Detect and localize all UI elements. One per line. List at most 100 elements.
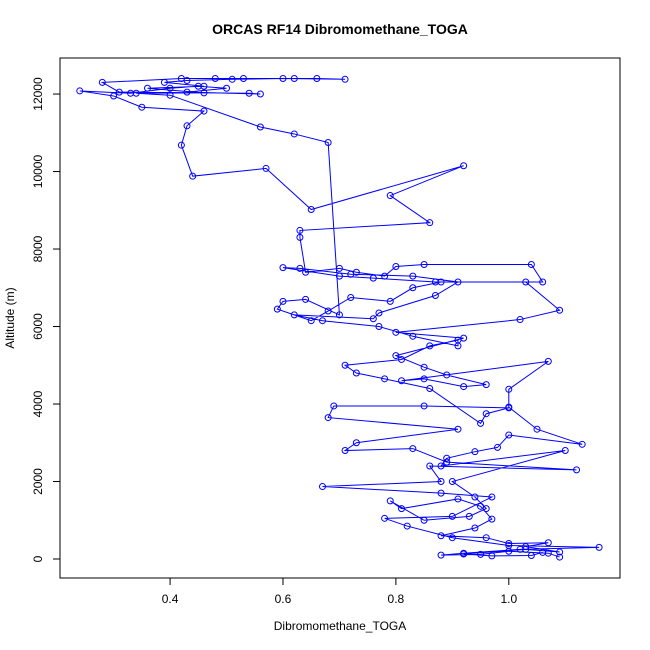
data-point <box>460 162 468 170</box>
data-point <box>115 88 123 96</box>
data-point <box>578 440 586 448</box>
data-point <box>245 89 253 97</box>
data-point <box>138 103 146 111</box>
data-point <box>200 82 208 90</box>
data-point <box>556 553 564 561</box>
data-point <box>556 306 564 314</box>
plot-frame <box>59 57 621 579</box>
data-point <box>522 543 530 551</box>
data-point <box>211 75 219 83</box>
data-point <box>324 307 332 315</box>
data-point <box>454 425 462 433</box>
data-point <box>76 87 84 95</box>
data-point <box>437 532 445 540</box>
data-point <box>160 78 168 86</box>
data-point <box>290 75 298 83</box>
data-point <box>302 268 310 276</box>
data-point <box>522 545 530 553</box>
data-point <box>341 447 349 455</box>
data-point <box>341 75 349 83</box>
data-point <box>505 541 513 549</box>
data-point <box>324 138 332 146</box>
data-point <box>335 272 343 280</box>
data-point <box>426 462 434 470</box>
data-point <box>482 505 490 513</box>
data-point <box>296 264 304 272</box>
data-point <box>352 268 360 276</box>
data-point <box>319 317 326 325</box>
data-point <box>352 439 360 447</box>
data-point <box>409 284 417 292</box>
data-point <box>279 297 287 305</box>
data-point <box>341 361 349 369</box>
data-point <box>539 278 547 286</box>
data-point <box>431 292 439 300</box>
y-tick-label: 6000 <box>31 313 45 340</box>
data-point <box>443 454 451 462</box>
data-point <box>505 385 513 393</box>
data-point <box>544 539 552 547</box>
x-axis-label: Dibromomethane_TOGA <box>274 619 407 633</box>
data-point <box>556 548 564 556</box>
data-point <box>477 550 485 558</box>
data-point <box>375 323 383 331</box>
data-point <box>200 107 208 115</box>
data-point <box>465 512 473 520</box>
data-point <box>398 377 406 385</box>
data-point <box>426 385 434 393</box>
y-tick-label: 0 <box>31 555 45 562</box>
data-point <box>482 534 490 542</box>
data-point <box>398 355 406 363</box>
data-point <box>437 278 445 286</box>
y-tick-label: 4000 <box>31 390 45 417</box>
data-point <box>256 90 264 98</box>
data-point <box>420 375 428 383</box>
series-line <box>79 78 600 558</box>
data-point <box>494 443 501 451</box>
data-point <box>375 309 383 317</box>
data-point <box>381 272 389 280</box>
data-point <box>533 425 541 433</box>
data-point <box>392 262 400 270</box>
data-point <box>482 410 490 418</box>
y-tick-label: 10000 <box>31 155 45 189</box>
data-point <box>488 515 496 523</box>
data-point <box>392 328 400 336</box>
data-point <box>454 278 462 286</box>
data-point <box>110 92 118 100</box>
data-point <box>482 381 490 389</box>
data-point <box>290 130 298 138</box>
data-point <box>177 141 185 149</box>
data-point <box>183 76 191 84</box>
data-point <box>347 293 355 301</box>
data-point <box>307 317 315 325</box>
data-point <box>381 514 389 522</box>
data-point <box>522 278 530 286</box>
x-tick-label: 0.4 <box>162 592 179 606</box>
data-point <box>273 305 281 313</box>
data-point <box>460 550 468 558</box>
data-point <box>302 295 310 303</box>
x-tick-label: 0.6 <box>275 592 292 606</box>
data-point <box>454 495 462 503</box>
data-point <box>290 311 298 319</box>
data-point <box>392 352 400 360</box>
data-point <box>223 84 231 92</box>
data-point <box>420 402 428 410</box>
data-point <box>539 548 547 556</box>
data-point <box>505 403 513 411</box>
data-point <box>488 552 496 560</box>
data-point <box>420 261 428 269</box>
y-tick-label: 8000 <box>31 235 45 262</box>
data-point <box>386 497 394 505</box>
data-point <box>369 315 377 323</box>
y-axis-label: Altitude (m) <box>3 287 17 348</box>
data-point <box>166 91 174 99</box>
data-point <box>296 233 304 241</box>
data-point <box>386 297 394 305</box>
data-point <box>132 89 140 97</box>
data-point <box>296 226 304 234</box>
